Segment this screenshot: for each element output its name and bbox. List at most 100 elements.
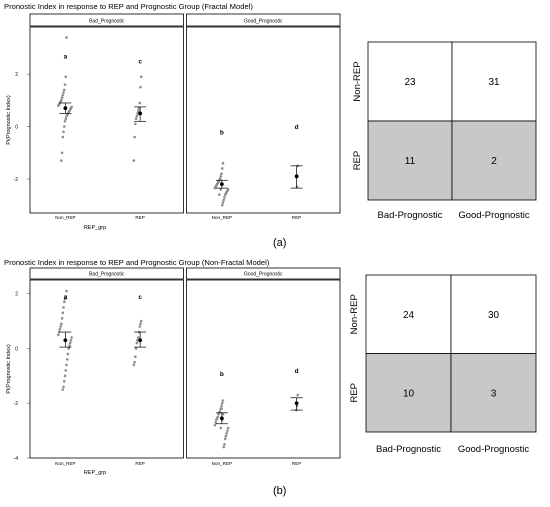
- data-point: [134, 355, 137, 358]
- facet-strip-label: Bad_Prognostic: [89, 19, 125, 25]
- mean-point: [63, 338, 68, 343]
- significance-letter: c: [138, 294, 142, 301]
- data-point: [221, 399, 225, 402]
- cell-value: 3: [491, 388, 497, 399]
- x-tick-label: REP: [135, 215, 144, 220]
- facet-strip: [186, 267, 341, 280]
- data-point: [62, 125, 66, 128]
- x-axis-label: REP_grp: [84, 470, 106, 476]
- data-point: [66, 352, 70, 356]
- panel-label-a: (a): [273, 237, 286, 249]
- table-cell: [367, 120, 453, 201]
- data-point: [62, 91, 65, 94]
- y-tick-label: 2: [15, 72, 18, 78]
- y-tick-label: 0: [15, 346, 18, 352]
- facet-panel: [29, 26, 184, 214]
- table-cell: [365, 353, 452, 433]
- data-point: [136, 109, 140, 113]
- data-point: [213, 186, 217, 190]
- data-point: [220, 401, 224, 405]
- row-label: Non-REP: [349, 294, 360, 334]
- data-point: [219, 175, 223, 178]
- cell-value: 31: [488, 77, 500, 88]
- panel-label-b: (b): [273, 485, 286, 497]
- data-point: [60, 322, 63, 326]
- data-point: [224, 434, 228, 438]
- contingency-table-nonfractal: 24 30 Non-REP 10 3 REP Bad-Prognostic Good-Prog…: [349, 274, 537, 455]
- data-point: [65, 363, 68, 367]
- data-point: [136, 336, 140, 339]
- data-point: [220, 407, 223, 411]
- x-tick-label: Non_REP: [212, 461, 232, 466]
- data-point: [223, 195, 226, 199]
- data-point: [68, 344, 71, 348]
- y-tick-label: -4: [14, 456, 19, 462]
- data-point: [61, 93, 65, 97]
- column-label: Bad-Prognostic: [378, 210, 443, 221]
- data-point: [67, 347, 70, 350]
- data-point: [60, 317, 64, 320]
- y-tick-label: 2: [15, 292, 18, 298]
- mean-point: [294, 401, 299, 406]
- cell-value: 24: [403, 310, 415, 321]
- x-tick-label: Non_REP: [55, 215, 75, 220]
- significance-letter: b: [220, 371, 224, 378]
- data-point: [61, 311, 65, 315]
- row-label: REP: [349, 383, 360, 403]
- mean-point: [219, 416, 224, 421]
- data-point: [223, 437, 227, 441]
- significance-letter: c: [138, 59, 142, 66]
- x-tick-label: REP: [292, 215, 301, 220]
- table-cell: [451, 41, 537, 122]
- x-tick-label: Non_REP: [212, 215, 232, 220]
- data-point: [139, 75, 143, 79]
- column-label: Good-Prognostic: [458, 210, 530, 221]
- data-point: [57, 104, 60, 107]
- data-point: [222, 198, 226, 202]
- facet-panel: [29, 279, 184, 459]
- data-point: [133, 135, 136, 139]
- data-point: [134, 117, 138, 120]
- data-point: [70, 336, 73, 339]
- table-cell: [451, 120, 537, 201]
- data-point: [139, 85, 142, 89]
- x-tick-label: REP: [292, 461, 301, 466]
- data-point: [58, 327, 62, 331]
- mean-point: [219, 182, 224, 187]
- data-point: [217, 193, 221, 196]
- y-tick-label: -2: [14, 401, 19, 407]
- data-point: [62, 306, 65, 309]
- facet-panel: [186, 279, 341, 459]
- data-point: [60, 96, 64, 100]
- data-point: [64, 117, 68, 120]
- data-point: [139, 322, 142, 326]
- data-point: [65, 358, 69, 361]
- table-cell: [450, 274, 537, 354]
- data-point: [69, 338, 73, 342]
- x-axis-label: REP_grp: [84, 225, 106, 231]
- significance-letter: b: [220, 129, 224, 136]
- data-point: [219, 188, 223, 191]
- mean-point: [138, 338, 143, 343]
- data-point: [218, 177, 222, 181]
- data-point: [68, 341, 72, 345]
- x-tick-label: REP: [135, 461, 144, 466]
- data-point: [225, 432, 228, 435]
- cell-value: 2: [491, 156, 497, 167]
- data-point: [132, 159, 136, 162]
- y-tick-label: -2: [14, 177, 19, 183]
- data-point: [59, 325, 62, 328]
- data-point: [61, 388, 65, 391]
- mean-point: [138, 111, 143, 116]
- data-point: [220, 172, 223, 176]
- data-point: [214, 421, 217, 424]
- data-point: [222, 445, 226, 449]
- data-point: [63, 120, 67, 123]
- data-point: [213, 423, 217, 427]
- data-point: [132, 363, 136, 367]
- data-point: [62, 380, 66, 383]
- data-point: [220, 404, 223, 408]
- facet-strip: [186, 13, 341, 27]
